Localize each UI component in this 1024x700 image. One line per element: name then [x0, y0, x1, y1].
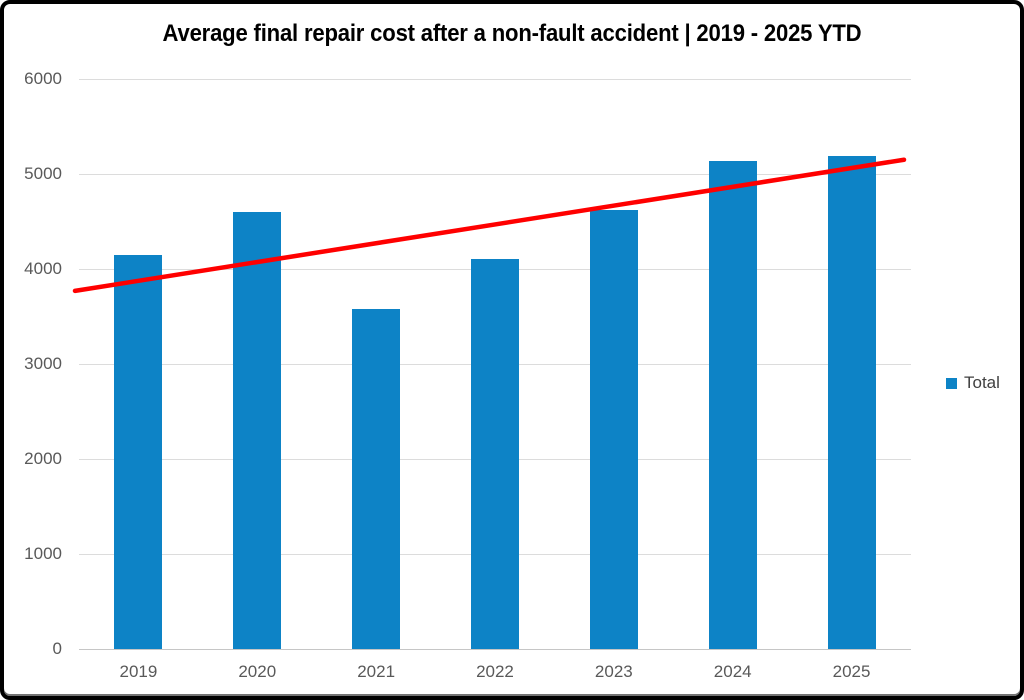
legend-label: Total	[964, 373, 1000, 392]
x-tick-label: 2025	[832, 662, 871, 681]
y-tick-label: 0	[52, 639, 62, 658]
x-tick-label: 2022	[476, 662, 514, 681]
x-tick-label: 2019	[119, 662, 158, 681]
x-tick-label: 2023	[594, 662, 633, 681]
x-axis-line	[79, 649, 911, 650]
bar-2021	[352, 308, 401, 649]
y-tick-label: 3000	[24, 354, 62, 373]
bar-2023	[589, 210, 638, 649]
y-tick-label: 6000	[24, 69, 62, 88]
x-tick-label: 2021	[357, 662, 396, 681]
bar-2025	[827, 156, 876, 649]
x-tick-label: 2020	[238, 662, 277, 681]
bar-2022	[471, 258, 519, 649]
plot-area	[72, 79, 911, 650]
legend-swatch-icon	[946, 377, 957, 389]
gridline	[79, 174, 911, 175]
y-tick-label: 4000	[24, 259, 62, 278]
bar-2019	[114, 255, 163, 649]
y-tick-label: 5000	[24, 164, 62, 183]
legend: Total	[946, 373, 1000, 393]
y-tick-label: 1000	[24, 544, 62, 563]
bar-2024	[708, 160, 757, 649]
gridline	[79, 79, 911, 80]
x-tick-label: 2024	[713, 662, 752, 681]
y-tick-label: 2000	[24, 449, 62, 468]
chart-title: Average final repair cost after a non-fa…	[162, 20, 862, 47]
bar-2020	[233, 212, 282, 649]
